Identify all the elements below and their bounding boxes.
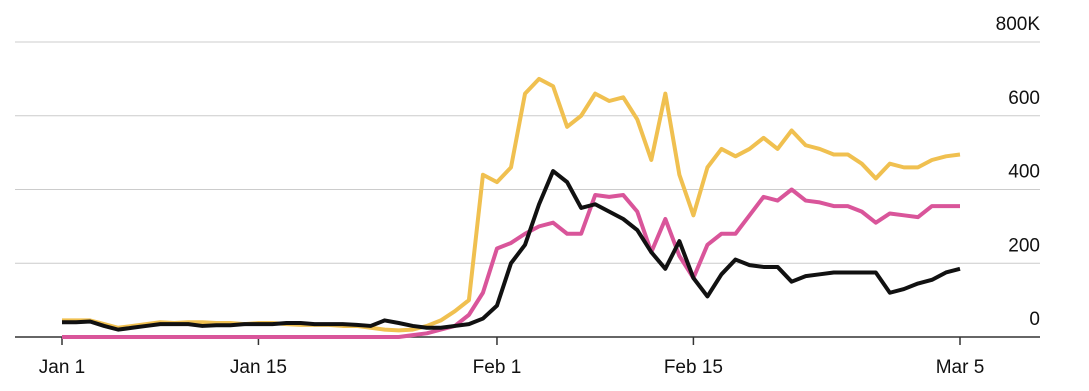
x-tick-label: Jan 1	[39, 357, 85, 378]
y-tick-label: 400	[1008, 162, 1040, 183]
y-tick-label: 0	[1029, 309, 1040, 330]
line-series	[62, 169, 961, 332]
y-tick-label: 800K	[996, 14, 1041, 35]
y-tick-label: 200	[1008, 235, 1040, 256]
y-tick-label: 600	[1008, 88, 1040, 109]
line-series	[62, 187, 960, 339]
line-series	[62, 76, 961, 333]
x-tick-label: Feb 15	[664, 357, 723, 378]
x-tick-label: Mar 5	[936, 357, 985, 378]
x-tick-label: Feb 1	[473, 357, 522, 378]
x-tick-label: Jan 15	[230, 357, 287, 378]
